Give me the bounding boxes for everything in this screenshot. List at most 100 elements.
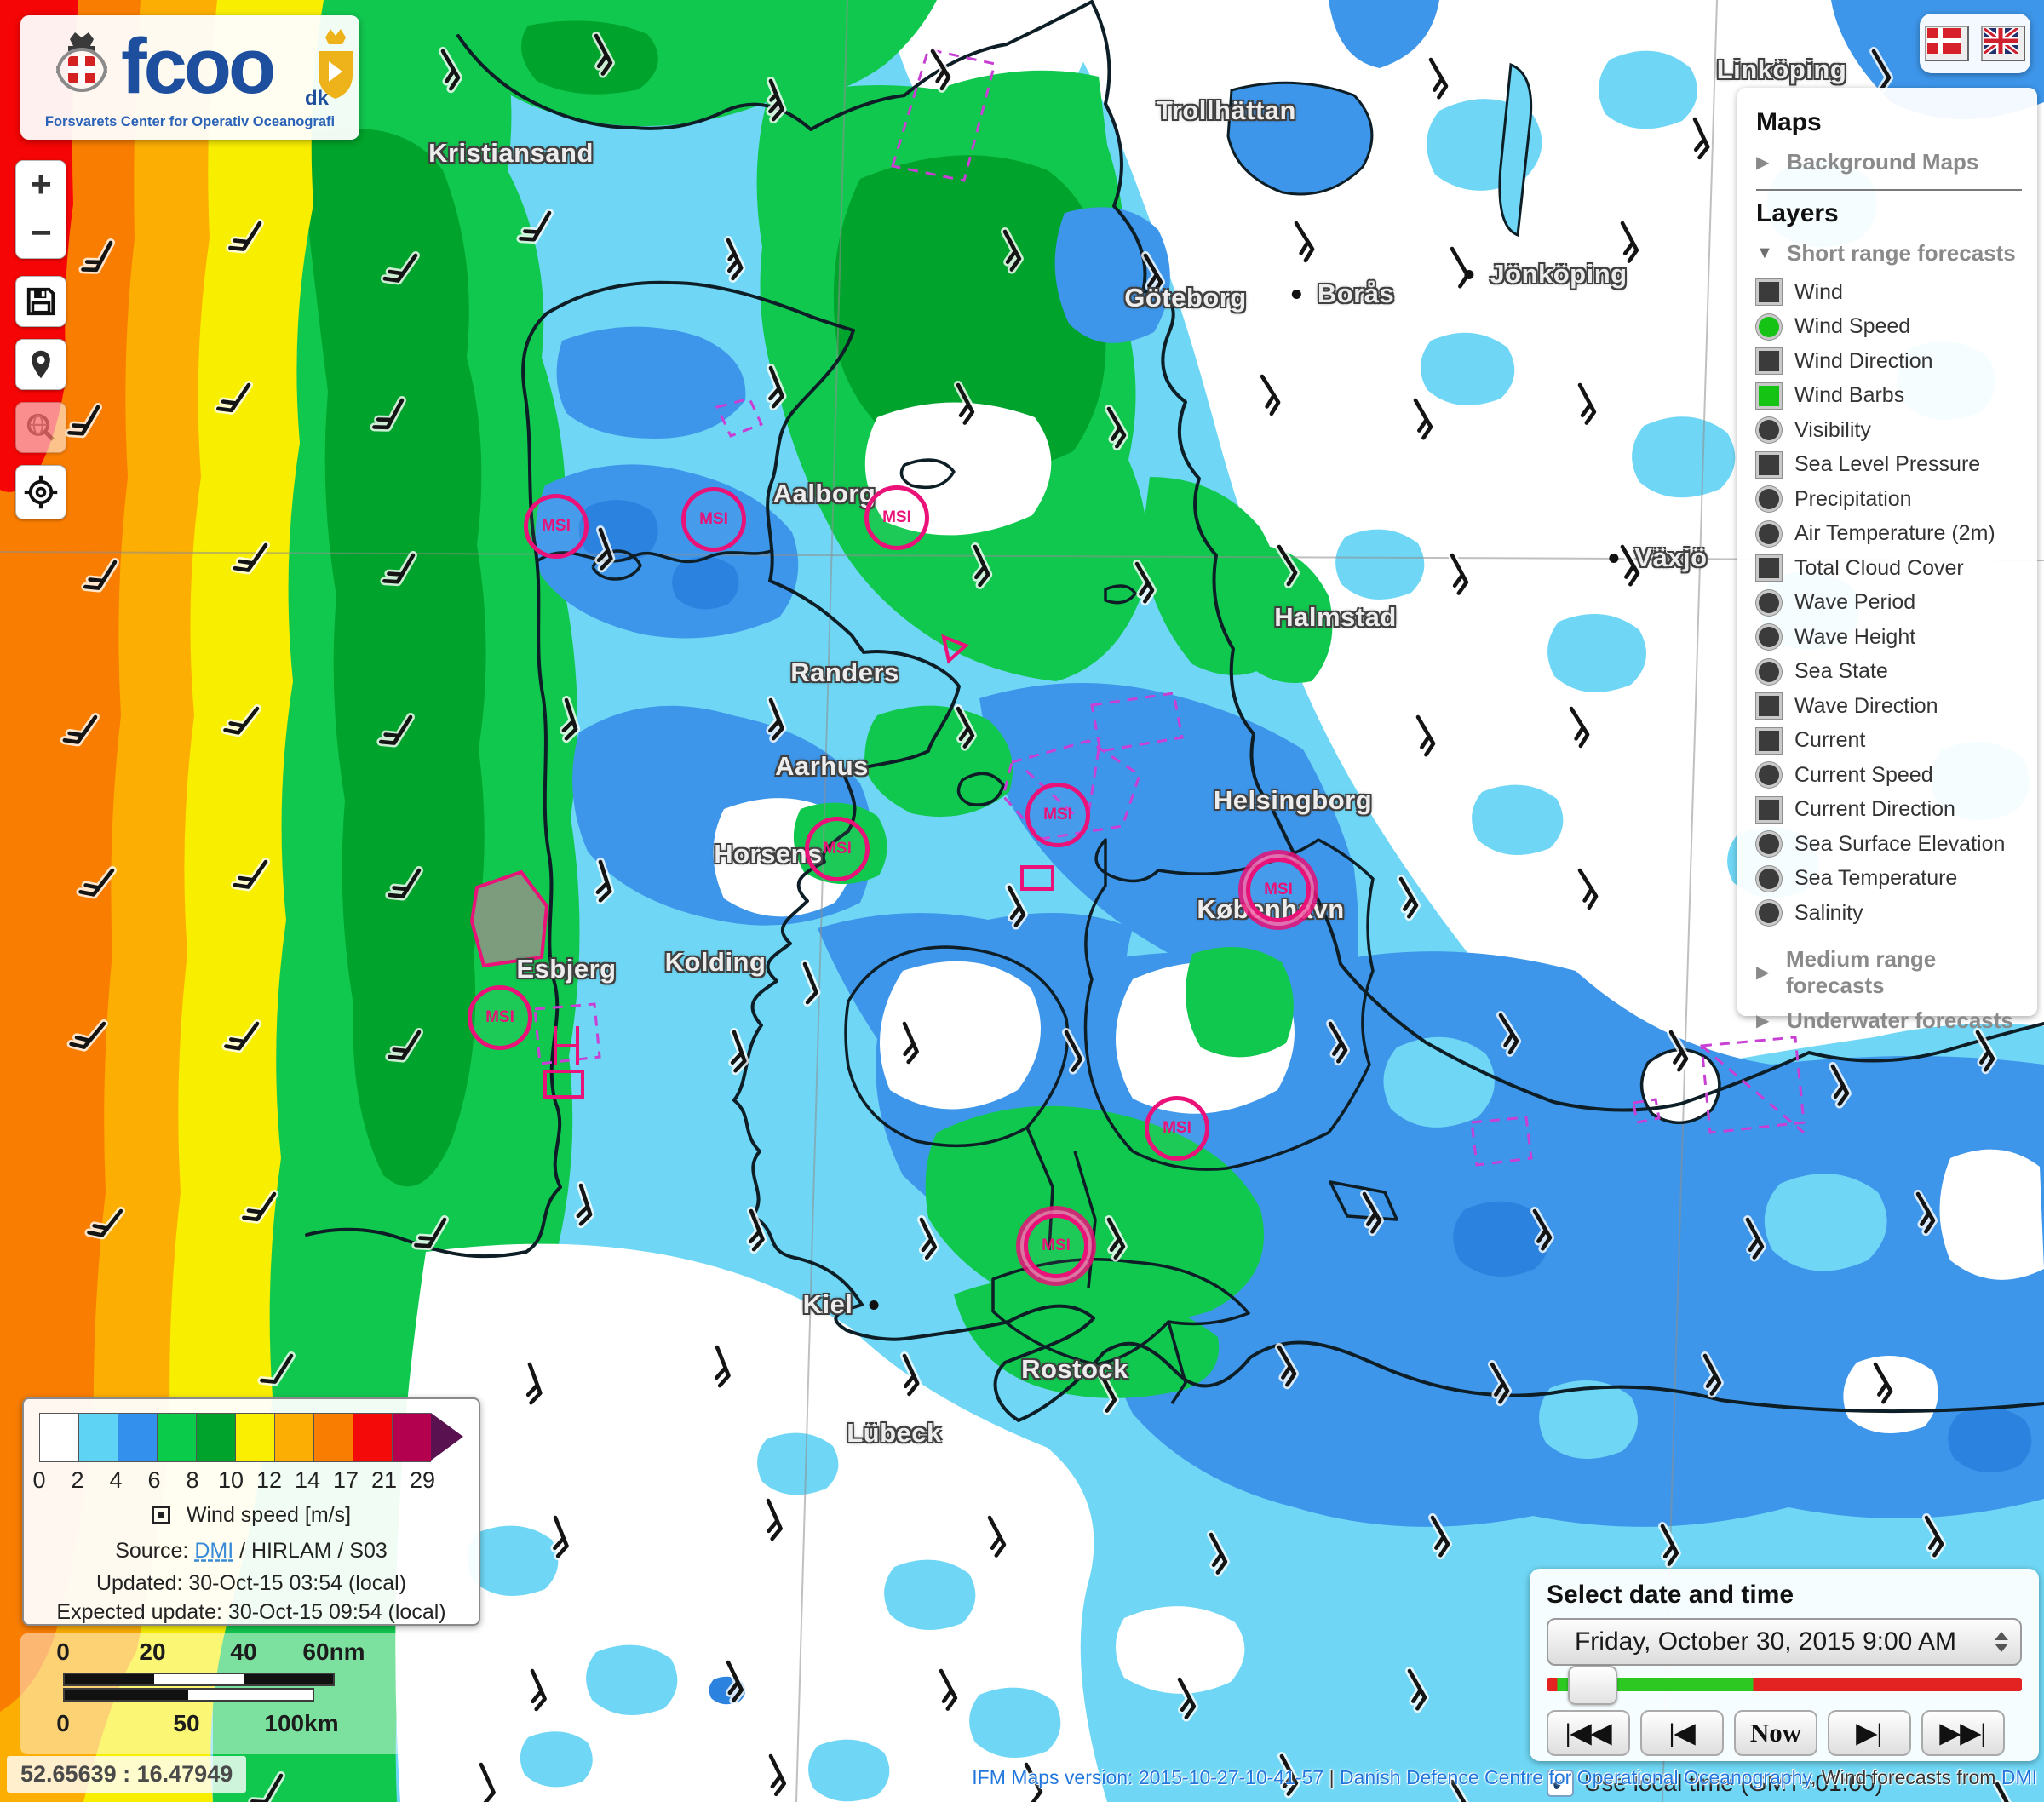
maps-title: Maps (1756, 108, 1822, 136)
legend-tick: 2 (71, 1467, 84, 1493)
layer-item-wave-direction[interactable]: Wave Direction (1756, 689, 2029, 724)
background-maps-toggle[interactable]: ▶ Background Maps (1756, 149, 1979, 175)
layer-label: Wind (1794, 279, 1843, 304)
location-button[interactable] (15, 339, 66, 390)
medium-range-forecasts-toggle[interactable]: ▶ Medium range forecasts (1756, 945, 1937, 998)
zoom-out-button[interactable]: − (30, 212, 52, 254)
layer-label: Wave Direction (1794, 693, 1938, 718)
layer-label: Salinity (1794, 900, 1863, 925)
layer-item-sea-state[interactable]: Sea State (1756, 655, 2029, 690)
city-label-aarhus: Aarhus (775, 751, 869, 781)
msi-marker[interactable]: MSI (1145, 1096, 1209, 1161)
msi-marker[interactable]: MSI (1246, 858, 1311, 922)
layer-item-wind-speed[interactable]: Wind Speed (1756, 310, 2029, 345)
msi-marker[interactable]: MSI (524, 494, 589, 559)
collapse-legend-icon[interactable] (151, 1506, 170, 1524)
underwater-forecasts-toggle[interactable]: ▶ Underwater forecasts (1756, 1007, 2013, 1033)
legend-color-segment (118, 1413, 157, 1462)
radio-icon (1756, 762, 1782, 789)
city-label-g-teborg: Göteborg (1124, 283, 1247, 313)
save-icon (26, 287, 55, 316)
local-time-label: Use local time (GMT+01:00) (1584, 1770, 1883, 1796)
legend-updated: Updated: 30-Oct-15 03:54 (local) (95, 1571, 407, 1595)
layer-item-current-direction[interactable]: Current Direction (1756, 793, 2029, 828)
radio-icon (1756, 831, 1782, 858)
layer-item-precipitation[interactable]: Precipitation (1756, 482, 2029, 517)
layer-item-current-speed[interactable]: Current Speed (1756, 758, 2029, 793)
layer-item-wind-barbs[interactable]: Wind Barbs (1756, 379, 2029, 414)
danish-flag-button[interactable] (1925, 26, 1969, 61)
chevron-right-icon: ▶ (1756, 963, 1770, 982)
layer-item-sea-surface-elevation[interactable]: Sea Surface Elevation (1756, 827, 2029, 862)
msi-marker[interactable]: MSI (681, 487, 746, 552)
language-switcher (1920, 14, 2030, 73)
legend-color-segment (235, 1413, 274, 1462)
skip-start-button[interactable]: |◀◀ (1547, 1710, 1630, 1756)
magnify-region-button[interactable] (15, 402, 66, 453)
city-label-randers: Randers (790, 657, 899, 687)
legend-colorbar (39, 1413, 463, 1462)
skip-end-button[interactable]: ▶▶| (1921, 1710, 2005, 1756)
radio-icon (1756, 486, 1782, 513)
legend-tick: 29 (409, 1467, 436, 1493)
locate-me-button[interactable] (15, 465, 66, 519)
zoom-in-button[interactable]: + (30, 164, 52, 205)
layer-label: Sea State (1794, 659, 1888, 684)
city-label-kolding: Kolding (664, 947, 766, 977)
layer-item-wave-period[interactable]: Wave Period (1756, 586, 2029, 621)
layer-label: Wave Height (1794, 624, 1916, 649)
short-range-forecasts-toggle[interactable]: ▼ Short range forecasts (1756, 240, 2016, 266)
legend-source-row: Source: DMI / HIRLAM / S03 (115, 1539, 388, 1563)
save-button[interactable] (15, 276, 66, 327)
english-flag-button[interactable] (1981, 26, 2025, 61)
datetime-title: Select date and time (1547, 1581, 1794, 1609)
dmi-link[interactable]: DMI (2001, 1766, 2037, 1788)
local-time-row: ✔ Use local time (GMT+01:00) (1547, 1770, 2022, 1797)
layer-item-wave-height[interactable]: Wave Height (1756, 620, 2029, 655)
time-slider-thumb[interactable] (1568, 1666, 1618, 1705)
radio-icon (1756, 658, 1782, 685)
legend-tick: 10 (217, 1467, 244, 1493)
layer-item-sea-temperature[interactable]: Sea Temperature (1756, 862, 2029, 897)
legend-color-segment (157, 1413, 196, 1462)
fcoo-logo-card[interactable]: fcoo dk Forsvarets Center for Operativ O… (20, 15, 359, 140)
layer-label: Sea Level Pressure (1794, 452, 1981, 477)
local-time-checkbox[interactable]: ✔ (1547, 1770, 1574, 1797)
legend-color-segment (39, 1413, 78, 1462)
layer-item-current[interactable]: Current (1756, 724, 2029, 759)
scale-km-label: 50 (173, 1710, 200, 1736)
legend-tick: 4 (109, 1467, 123, 1493)
layer-item-sea-level-pressure[interactable]: Sea Level Pressure (1756, 448, 2029, 483)
coastlines (305, 0, 2044, 1422)
layer-item-salinity[interactable]: Salinity (1756, 896, 2029, 931)
legend-ticks: 0 2 4 6 8 10 12 14 17 21 29 (32, 1467, 463, 1493)
org-link[interactable]: Danish Defence Centre for Operational Oc… (1339, 1766, 1811, 1788)
layer-item-air-temperature-2m-[interactable]: Air Temperature (2m) (1756, 517, 2029, 552)
version-link[interactable]: IFM Maps version: 2015-10-27-10-41-57 (972, 1766, 1324, 1788)
layer-label: Current Speed (1794, 762, 1933, 787)
step-back-button[interactable]: |◀ (1640, 1710, 1724, 1756)
step-forward-button[interactable]: ▶| (1828, 1710, 1911, 1756)
layer-item-total-cloud-cover[interactable]: Total Cloud Cover (1756, 551, 2029, 586)
msi-marker[interactable]: MSI (1025, 783, 1090, 847)
msi-marker[interactable]: MSI (468, 985, 532, 1050)
layer-label: Current Direction (1794, 797, 1955, 822)
city-dot (1464, 270, 1474, 279)
select-arrows-icon (1983, 1632, 2020, 1652)
msi-marker[interactable]: MSI (805, 817, 870, 881)
msi-marker[interactable]: MSI (864, 485, 929, 550)
layer-item-wind-direction[interactable]: Wind Direction (1756, 344, 2029, 379)
datetime-select[interactable]: Friday, October 30, 2015 9:00 AM (1547, 1618, 2022, 1666)
now-button[interactable]: Now (1734, 1710, 1817, 1756)
layers-title: Layers (1756, 199, 1839, 227)
attribution-bar: IFM Maps version: 2015-10-27-10-41-57 | … (972, 1766, 2037, 1788)
layer-item-visibility[interactable]: Visibility (1756, 413, 2029, 448)
time-slider[interactable] (1547, 1666, 2022, 1705)
city-label-helsingborg: Helsingborg (1213, 785, 1373, 815)
legend-tick: 17 (332, 1467, 359, 1493)
dmi-source-link[interactable]: DMI (194, 1539, 234, 1563)
msi-marker[interactable]: MSI (1024, 1214, 1088, 1278)
layer-item-wind[interactable]: Wind (1756, 275, 2029, 310)
